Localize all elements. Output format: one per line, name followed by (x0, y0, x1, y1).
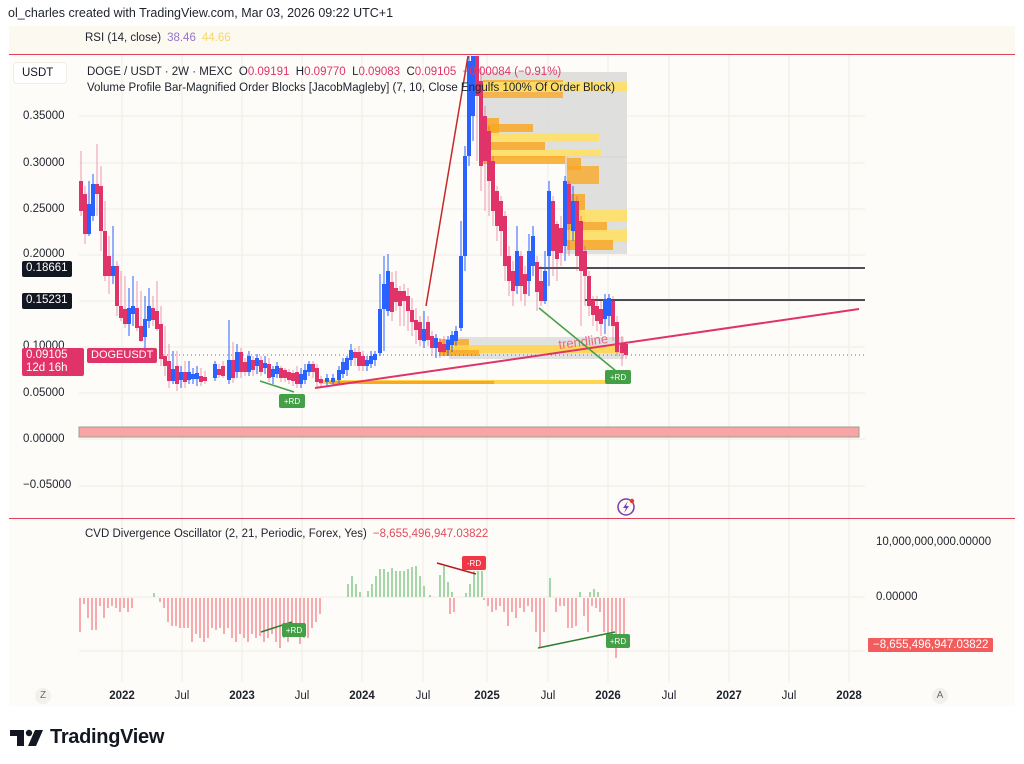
currency-badge[interactable]: USDT (13, 62, 67, 84)
time-tick: Jul (540, 690, 556, 702)
close-value: 0.09105 (414, 66, 457, 78)
y-tick: 0.20000 (23, 248, 65, 260)
svg-text:+RD: +RD (286, 626, 302, 635)
y-tick: −0.05000 (23, 479, 72, 491)
time-tick: 2028 (836, 690, 862, 702)
svg-text:+RD: +RD (284, 397, 300, 406)
symbol-title[interactable]: DOGE / USDT · 2W · MEXC (87, 66, 233, 78)
rsi-pane: RSI (14, close) 38.46 44.66 (9, 26, 1015, 54)
y-tick: 0.00000 (23, 433, 65, 445)
trendline-label: trendline (558, 331, 609, 352)
current-price-tag: 0.09105 12d 16h (22, 348, 84, 376)
change-value: −0.00084 (−0.91%) (462, 66, 562, 78)
time-tick: 2022 (109, 690, 135, 702)
y-tick: 0.30000 (23, 157, 65, 169)
price-chart-canvas[interactable]: trendline +RD +RD (9, 26, 1015, 706)
time-tick: Jul (174, 690, 190, 702)
time-axis[interactable]: Z A 2022 Jul 2023 Jul 2024 Jul 2025 Jul 2026 Jul 2… (9, 682, 1015, 706)
lightning-alert-icon[interactable] (617, 498, 635, 516)
bull-divergence-line (538, 307, 617, 372)
candlesticks[interactable] (79, 56, 628, 391)
high-value: 0.09770 (304, 66, 346, 78)
svg-text:+RD: +RD (610, 373, 626, 382)
cvd-rd-badge-bull-1: +RD (282, 623, 306, 637)
ohlc-row: DOGE / USDT · 2W · MEXC O0.09191 H0.0977… (87, 66, 562, 78)
cvd-rd-badge-bull-2: +RD (606, 634, 630, 648)
y-tick: 0.25000 (23, 203, 65, 215)
liquidity-zone (78, 426, 860, 438)
tradingview-logo-icon (10, 729, 43, 746)
y-tick: 0.35000 (23, 110, 65, 122)
rd-badge-1: +RD (279, 394, 305, 408)
main-legend[interactable]: DOGE / USDT · 2W · MEXC O0.09191 H0.0977… (87, 64, 615, 96)
rsi-ma-value: 44.66 (201, 32, 231, 44)
open-value: 0.09191 (247, 66, 290, 78)
indicator-legend[interactable]: Volume Profile Bar-Magnified Order Block… (87, 82, 615, 94)
bull-divergence-line (259, 380, 295, 393)
time-tick: 2026 (595, 690, 621, 702)
level-price-tag: 0.15231 (22, 293, 72, 309)
rsi-value: 38.46 (167, 32, 196, 44)
zoom-reset-button[interactable]: Z (35, 688, 51, 704)
pane-separator[interactable] (9, 54, 1015, 55)
auto-scale-button[interactable]: A (932, 688, 948, 704)
order-blocks (319, 72, 629, 384)
y-tick: 0.05000 (23, 387, 65, 399)
rsi-legend[interactable]: RSI (14, close) 38.46 44.66 (85, 32, 231, 44)
rally-trendline[interactable] (425, 55, 469, 307)
time-tick: 2024 (349, 690, 375, 702)
time-tick: 2023 (229, 690, 255, 702)
cvd-histogram[interactable] (79, 562, 865, 658)
time-tick: 2025 (474, 690, 500, 702)
cvd-value-tag: −8,655,496,947.03822 (868, 638, 994, 652)
time-tick: Jul (661, 690, 677, 702)
cvd-label: CVD Divergence Oscillator (2, 21, Period… (85, 528, 367, 540)
time-tick: 2027 (716, 690, 742, 702)
pane-separator[interactable] (9, 518, 1015, 519)
attribution-text: ol_charles created with TradingView.com,… (8, 6, 394, 20)
time-tick: Jul (415, 690, 431, 702)
rsi-label: RSI (14, close) (85, 32, 162, 44)
tradingview-logo[interactable]: TradingView (10, 726, 164, 749)
time-tick: Jul (781, 690, 797, 702)
svg-text:-RD: -RD (467, 559, 481, 568)
cvd-legend[interactable]: CVD Divergence Oscillator (2, 21, Period… (85, 528, 488, 540)
low-value: 0.09083 (358, 66, 401, 78)
cvd-y-tick: 0.00000 (876, 591, 918, 603)
symbol-price-tag: DOGEUSDT (87, 348, 158, 363)
chart-frame: RSI (14, close) 38.46 44.66 (9, 26, 1015, 706)
svg-text:+RD: +RD (610, 637, 626, 646)
bar-countdown: 12d 16h (26, 362, 68, 374)
support-trendline[interactable] (314, 308, 860, 389)
cvd-value: −8,655,496,947.03822 (372, 528, 489, 540)
brand-name: TradingView (50, 726, 165, 748)
cvd-rd-badge-bear: -RD (462, 556, 486, 570)
time-tick: Jul (294, 690, 310, 702)
cvd-y-tick: 10,000,000,000.00000 (876, 536, 992, 548)
level-price-tag: 0.18661 (22, 261, 72, 277)
rd-badge-2: +RD (605, 370, 631, 384)
